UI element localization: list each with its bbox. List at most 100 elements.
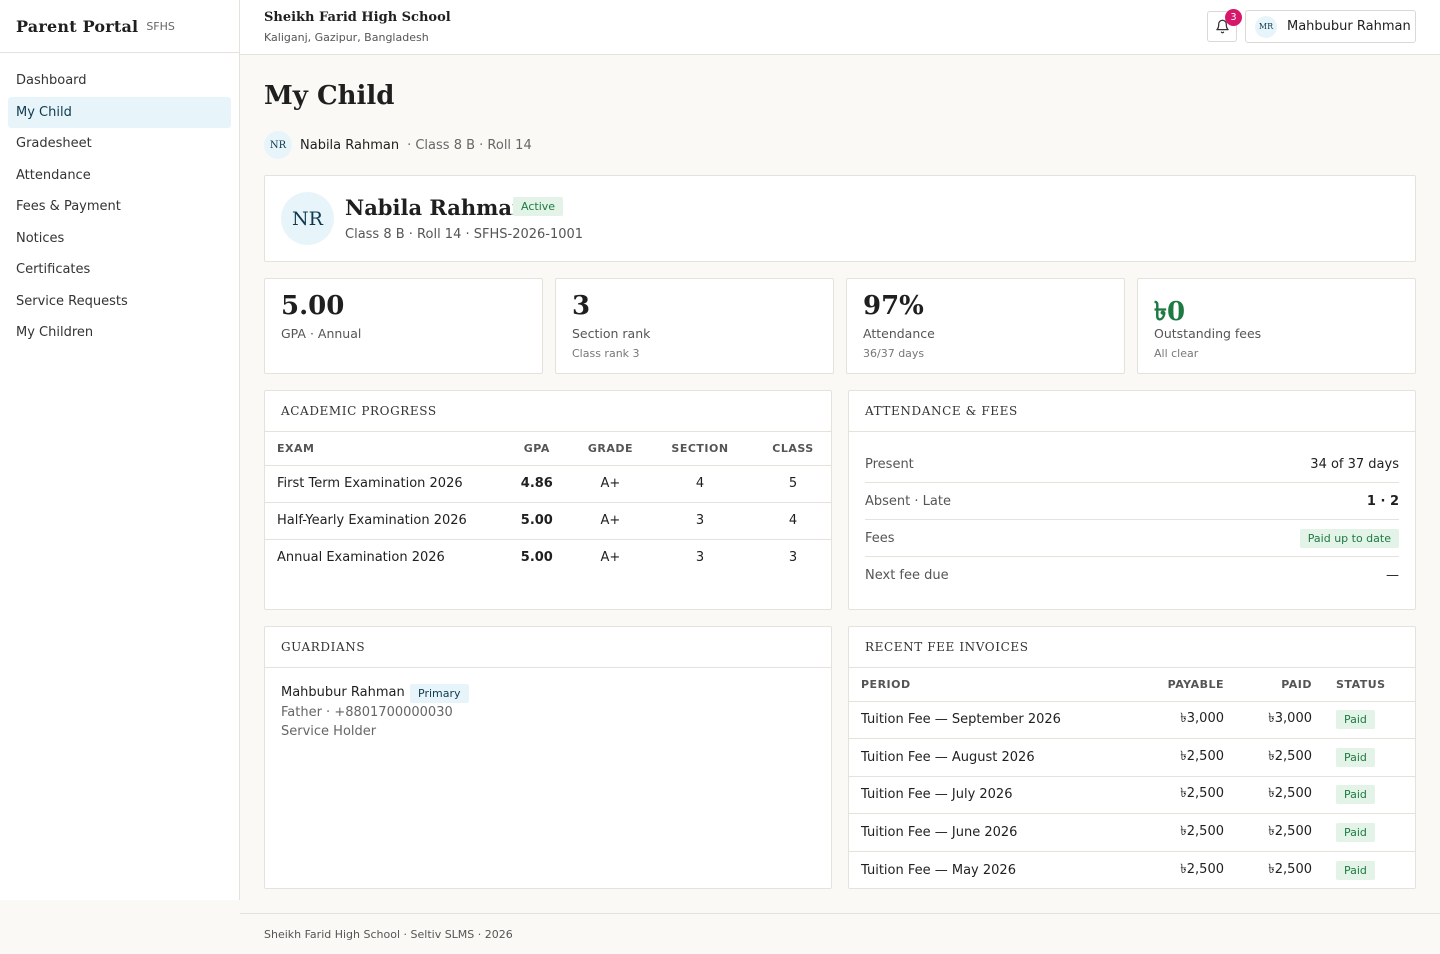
page-title: My Child	[264, 81, 395, 111]
column-header: SECTION	[645, 432, 755, 466]
sidebar-item-notices[interactable]: Notices	[16, 230, 65, 246]
child-meta: · Class 8 B · Roll 14	[407, 137, 532, 153]
list-item: Absent · Late 1 · 2	[865, 483, 1399, 520]
guardian-relation-phone: Father · +8801700000030	[281, 705, 453, 720]
section-title: GUARDIANS	[265, 627, 831, 668]
invoice-status-cell: Paid	[1324, 851, 1415, 889]
user-menu-button[interactable]: MR Mahbubur Rahman	[1245, 10, 1416, 43]
sidebar-item-my-children[interactable]: My Children	[16, 325, 94, 340]
academic-progress-card: ACADEMIC PROGRESS EXAM GPA GRADE SECTION…	[264, 390, 832, 610]
bell-icon	[1215, 19, 1229, 34]
student-meta: Class 8 B · Roll 14 · SFHS-2026-1001	[345, 227, 584, 242]
academic-progress-table: EXAM GPA GRADE SECTION CLASS First Term …	[265, 432, 831, 576]
sidebar-item-attendance[interactable]: Attendance	[16, 167, 91, 183]
status-badge: Paid	[1336, 822, 1375, 842]
invoice-payable: ৳2,500	[1180, 861, 1224, 877]
item-label: Next fee due	[865, 568, 949, 583]
user-name: Mahbubur Rahman	[1287, 19, 1411, 34]
school-location: Kaliganj, Gazipur, Bangladesh	[264, 31, 429, 44]
column-header: PAID	[1236, 668, 1324, 702]
item-label: Present	[865, 456, 914, 472]
school-name: Sheikh Farid High School	[264, 10, 451, 25]
sidebar: Parent Portal SFHS Dashboard My Child Gr…	[0, 0, 240, 900]
column-header: CLASS	[755, 432, 831, 466]
item-label: Fees	[865, 530, 895, 546]
footer-text: Sheikh Farid High School · Seltiv SLMS ·…	[264, 928, 513, 941]
guardian-name: Mahbubur Rahman	[281, 685, 405, 700]
class-rank-cell: 3	[788, 550, 798, 566]
stat-sub: 36/37 days	[863, 347, 925, 360]
gpa-cell: 5.00	[497, 502, 576, 540]
recent-invoices-card: RECENT FEE INVOICES PERIOD PAYABLE PAID …	[848, 626, 1416, 889]
top-header: Sheikh Farid High School Kaliganj, Gazip…	[240, 0, 1440, 55]
student-name: Nabila Rahman	[345, 195, 528, 220]
grade-cell: A+	[575, 502, 645, 540]
grade-cell: A+	[600, 550, 621, 566]
sidebar-item-dashboard[interactable]: Dashboard	[16, 73, 87, 88]
section-rank-cell: 4	[645, 465, 755, 503]
footer: Sheikh Farid High School · Seltiv SLMS ·…	[240, 913, 1440, 954]
table-row[interactable]: Tuition Fee — July 2026 ৳2,500 ৳2,500 Pa…	[849, 776, 1415, 814]
sidebar-nav: Dashboard My Child Gradesheet Attendance…	[0, 53, 239, 361]
column-header: GPA	[497, 432, 576, 466]
exam-name: Half-Yearly Examination 2026	[265, 502, 498, 540]
app-title: Parent Portal	[16, 16, 139, 36]
table-row[interactable]: Tuition Fee — June 2026 ৳2,500 ৳2,500 Pa…	[849, 813, 1415, 852]
invoice-paid: ৳2,500	[1236, 813, 1324, 852]
child-selector[interactable]: NR Nabila Rahman · Class 8 B · Roll 14	[264, 131, 532, 159]
class-rank-cell: 4	[755, 502, 831, 540]
stat-value: 3	[572, 291, 591, 321]
section-rank-cell: 3	[645, 502, 755, 540]
sidebar-item-my-child[interactable]: My Child	[8, 96, 231, 128]
guardian-occupation: Service Holder	[281, 724, 377, 739]
table-row[interactable]: Tuition Fee — September 2026 ৳3,000 ৳3,0…	[849, 701, 1415, 739]
invoice-period: Tuition Fee — June 2026	[849, 813, 1136, 852]
item-value: 34 of 37 days	[1310, 456, 1399, 472]
sidebar-item-certificates[interactable]: Certificates	[16, 262, 91, 277]
section-title: ATTENDANCE & FEES	[849, 391, 1415, 432]
stat-card-gpa: 5.00 GPA · Annual	[264, 278, 543, 374]
invoice-period: Tuition Fee — May 2026	[861, 862, 1016, 878]
stat-label: GPA · Annual	[281, 326, 362, 341]
column-header: EXAM	[265, 432, 498, 466]
stat-card-rank: 3 Section rank Class rank 3	[555, 278, 834, 374]
stat-value: 5.00	[281, 291, 345, 321]
invoice-payable: ৳2,500	[1136, 776, 1236, 814]
table-row: Half-Yearly Examination 2026 5.00 A+ 3 4	[265, 502, 831, 540]
list-item: Next fee due —	[865, 557, 1399, 594]
stat-sub: Class rank 3	[572, 347, 640, 360]
attendance-fees-card: ATTENDANCE & FEES Present 34 of 37 days …	[848, 390, 1416, 610]
gpa-cell: 4.86	[497, 465, 576, 503]
invoice-paid: ৳2,500	[1236, 776, 1324, 814]
child-avatar: NR	[264, 131, 292, 159]
table-row[interactable]: Tuition Fee — May 2026 ৳2,500 ৳2,500 Pai…	[849, 851, 1415, 889]
stat-label: Section rank	[572, 326, 651, 341]
section-title: ACADEMIC PROGRESS	[265, 391, 831, 432]
stat-sub: All clear	[1154, 347, 1199, 360]
exam-name: Annual Examination 2026	[277, 550, 445, 566]
guardians-card: GUARDIANS Mahbubur Rahman Primary Father…	[264, 626, 832, 889]
sidebar-item-service-requests[interactable]: Service Requests	[16, 293, 128, 309]
section-title: RECENT FEE INVOICES	[849, 627, 1415, 668]
sidebar-item-gradesheet[interactable]: Gradesheet	[16, 136, 92, 151]
list-item: Fees Paid up to date	[865, 520, 1399, 557]
exam-name: First Term Examination 2026	[265, 465, 498, 503]
column-header: GRADE	[575, 432, 645, 466]
item-value: 1 · 2	[1366, 493, 1399, 509]
notification-count-badge: 3	[1225, 9, 1242, 26]
stat-card-attendance: 97% Attendance 36/37 days	[846, 278, 1125, 374]
invoice-payable: ৳2,500	[1136, 813, 1236, 852]
brand: Parent Portal SFHS	[0, 0, 239, 53]
table-row[interactable]: Tuition Fee — August 2026 ৳2,500 ৳2,500 …	[849, 738, 1415, 777]
section-rank-cell: 3	[695, 550, 705, 566]
attendance-fees-list: Present 34 of 37 days Absent · Late 1 · …	[849, 432, 1415, 594]
notifications-button[interactable]: 3	[1207, 9, 1242, 42]
invoices-table: PERIOD PAYABLE PAID STATUS Tuition Fee —…	[849, 668, 1415, 889]
stat-card-fees: ৳0 Outstanding fees All clear	[1137, 278, 1416, 374]
fees-status-badge: Paid up to date	[1299, 528, 1399, 548]
invoice-period: Tuition Fee — July 2026	[849, 776, 1136, 814]
sidebar-item-fees-payment[interactable]: Fees & Payment	[16, 199, 121, 214]
student-avatar: NR	[281, 192, 334, 245]
invoice-status-cell: Paid	[1324, 776, 1415, 814]
invoice-status-cell: Paid	[1324, 738, 1415, 777]
